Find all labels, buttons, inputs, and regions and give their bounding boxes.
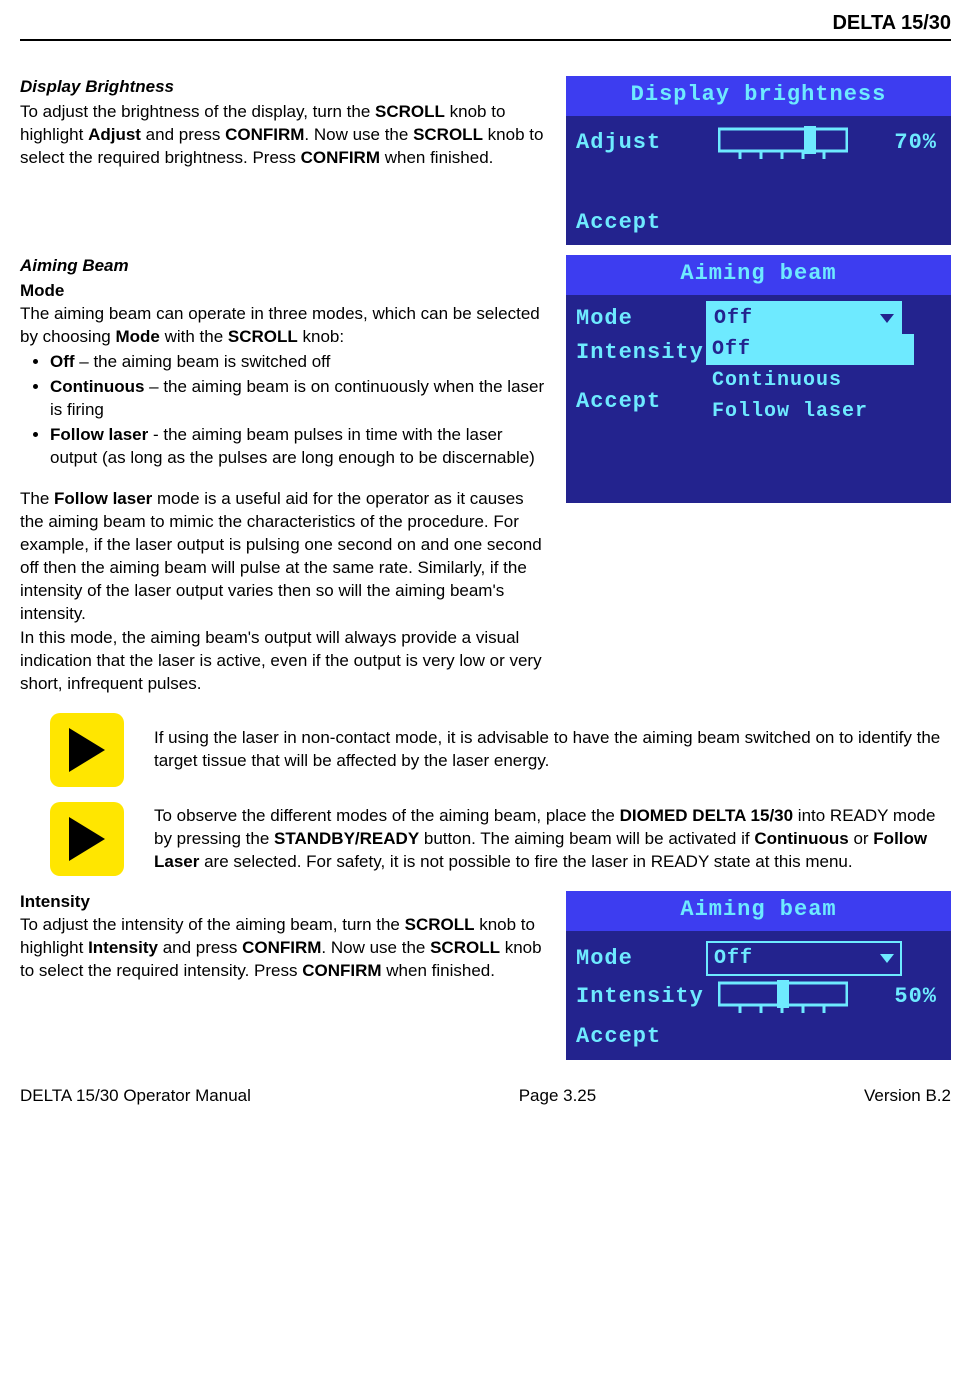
- slider-icon: [718, 126, 848, 160]
- lcd-mode-value: Off: [714, 945, 753, 972]
- text: . Now use the: [321, 938, 430, 957]
- kw: CONFIRM: [302, 961, 381, 980]
- heading-display-brightness: Display Brightness: [20, 76, 551, 99]
- kw: DIOMED DELTA 15/30: [620, 806, 794, 825]
- text: and press: [158, 938, 242, 957]
- lcd-adjust-label[interactable]: Adjust: [576, 128, 706, 158]
- list-item: Follow laser - the aiming beam pulses in…: [50, 424, 551, 470]
- text: The: [20, 489, 54, 508]
- lcd-mode-label[interactable]: Mode: [576, 944, 706, 974]
- section-aiming-beam: Aiming Beam Mode The aiming beam can ope…: [20, 255, 951, 698]
- lcd-title: Aiming beam: [566, 891, 951, 931]
- kw: Continuous: [50, 377, 144, 396]
- note-row: If using the laser in non-contact mode, …: [50, 713, 951, 787]
- kw: CONFIRM: [301, 148, 380, 167]
- lcd-option[interactable]: Continuous: [706, 365, 914, 396]
- text: – the aiming beam is switched off: [75, 352, 331, 371]
- lcd-intensity-label[interactable]: Intensity: [576, 982, 706, 1012]
- text: when finished.: [380, 148, 493, 167]
- kw: Adjust: [88, 125, 141, 144]
- kw: Off: [50, 352, 75, 371]
- lcd-mode-value: Off: [714, 305, 753, 332]
- kw: Mode: [115, 327, 159, 346]
- text: are selected. For safety, it is not poss…: [199, 852, 852, 871]
- text: To adjust the brightness of the display,…: [20, 102, 375, 121]
- lcd-screen-aiming-mode: Aiming beam Mode Off Off Continuous Foll…: [566, 255, 951, 503]
- lcd-accept[interactable]: Accept: [566, 204, 951, 240]
- kw: SCROLL: [430, 938, 500, 957]
- kw: SCROLL: [375, 102, 445, 121]
- section-display-brightness: Display Brightness To adjust the brightn…: [20, 76, 951, 245]
- lcd-title: Display brightness: [566, 76, 951, 116]
- paragraph: To adjust the brightness of the display,…: [20, 101, 551, 170]
- chevron-down-icon: [880, 314, 894, 323]
- text: button. The aiming beam will be activate…: [419, 829, 754, 848]
- kw: Continuous: [754, 829, 848, 848]
- list-item: Off – the aiming beam is switched off: [50, 351, 551, 374]
- lcd-mode-label[interactable]: Mode: [576, 304, 706, 334]
- lcd-slider[interactable]: [718, 126, 848, 160]
- lcd-screen-brightness: Display brightness Adjust: [566, 76, 951, 245]
- lcd-option[interactable]: Follow laser: [706, 396, 914, 427]
- heading-aiming-beam: Aiming Beam: [20, 255, 551, 278]
- footer-right: Version B.2: [864, 1085, 951, 1108]
- lcd-accept[interactable]: Accept: [566, 383, 671, 419]
- attention-arrow-icon: [50, 802, 124, 876]
- lcd-mode-dropdown[interactable]: Off Continuous Follow laser: [706, 334, 914, 427]
- slider-icon: [718, 980, 848, 1014]
- chevron-down-icon: [880, 954, 894, 963]
- text: . Now use the: [304, 125, 413, 144]
- note-text: If using the laser in non-contact mode, …: [154, 727, 951, 773]
- mode-list: Off – the aiming beam is switched off Co…: [50, 351, 551, 470]
- list-item: Continuous – the aiming beam is on conti…: [50, 376, 551, 422]
- section-intensity: Intensity To adjust the intensity of the…: [20, 891, 951, 1059]
- paragraph: To adjust the intensity of the aiming be…: [20, 914, 551, 983]
- kw: SCROLL: [413, 125, 483, 144]
- text: To observe the different modes of the ai…: [154, 806, 620, 825]
- text: mode is a useful aid for the operator as…: [20, 489, 542, 623]
- kw: SCROLL: [228, 327, 298, 346]
- kw: CONFIRM: [225, 125, 304, 144]
- document-header: DELTA 15/30: [20, 10, 951, 41]
- heading-mode: Mode: [20, 280, 551, 303]
- page-footer: DELTA 15/30 Operator Manual Page 3.25 Ve…: [20, 1085, 951, 1108]
- heading-intensity: Intensity: [20, 891, 551, 914]
- kw: CONFIRM: [242, 938, 321, 957]
- lcd-intensity-label[interactable]: Intensity: [576, 338, 706, 368]
- note-row: To observe the different modes of the ai…: [50, 802, 951, 876]
- text: To adjust the intensity of the aiming be…: [20, 915, 405, 934]
- note-text: To observe the different modes of the ai…: [154, 805, 951, 874]
- text: and press: [141, 125, 225, 144]
- lcd-percent: 70%: [894, 128, 941, 158]
- paragraph: The Follow laser mode is a useful aid fo…: [20, 488, 551, 626]
- lcd-option[interactable]: Off: [706, 334, 914, 365]
- kw: Follow laser: [50, 425, 148, 444]
- text: when finished.: [382, 961, 495, 980]
- text: or: [849, 829, 874, 848]
- kw: STANDBY/READY: [274, 829, 419, 848]
- attention-arrow-icon: [50, 713, 124, 787]
- footer-center: Page 3.25: [519, 1085, 597, 1108]
- lcd-mode-select[interactable]: Off: [706, 941, 902, 976]
- paragraph: The aiming beam can operate in three mod…: [20, 303, 551, 349]
- kw: Follow laser: [54, 489, 152, 508]
- text: with the: [160, 327, 228, 346]
- footer-left: DELTA 15/30 Operator Manual: [20, 1085, 251, 1108]
- paragraph: In this mode, the aiming beam's output w…: [20, 627, 551, 696]
- lcd-accept[interactable]: Accept: [566, 1018, 951, 1054]
- lcd-mode-select[interactable]: Off: [706, 301, 902, 336]
- lcd-screen-aiming-intensity: Aiming beam Mode Off Intensity: [566, 891, 951, 1059]
- kw: SCROLL: [405, 915, 475, 934]
- kw: Intensity: [88, 938, 158, 957]
- lcd-title: Aiming beam: [566, 255, 951, 295]
- lcd-slider[interactable]: [718, 980, 848, 1014]
- text: knob:: [298, 327, 344, 346]
- lcd-percent: 50%: [894, 982, 941, 1012]
